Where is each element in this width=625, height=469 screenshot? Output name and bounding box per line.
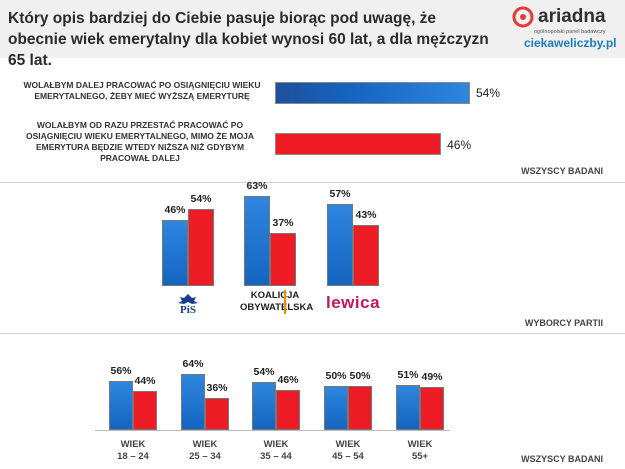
section-label-all-2: WSZYSCY BADANI (521, 454, 603, 464)
age-bar-blue (181, 373, 205, 430)
age-value-label: 44% (134, 375, 156, 388)
brand-tagline: ogólnopolski panel badawczy (534, 29, 606, 35)
age-category-label: WIEK 55+ (390, 439, 450, 463)
logo-lewica: lewica (326, 293, 390, 317)
age-value-label: 49% (421, 370, 443, 383)
age-bar-blue (324, 386, 348, 430)
age-category-label: WIEK 25 – 34 (175, 439, 235, 463)
lewica-text: lewica (326, 293, 381, 312)
age-value-label: 56% (110, 364, 132, 377)
party-value-label: 46% (164, 204, 186, 217)
hbar-label-2: 46% (447, 138, 472, 152)
party-bar-blue (327, 204, 353, 286)
hbar-label-1: 54% (476, 86, 501, 100)
ko-line1: KOALICJA (250, 290, 300, 301)
party-bar-red (353, 224, 379, 286)
header-band: Który opis bardziej do Ciebie pasuje bio… (0, 0, 625, 69)
age-range: 55+ (411, 451, 429, 462)
age-value-label: 54% (253, 366, 275, 379)
party-value-label: 54% (190, 192, 212, 205)
party-value-label: 43% (355, 208, 377, 221)
separator-2 (0, 333, 625, 334)
pis-text: PiS (180, 304, 196, 316)
age-range: 45 – 54 (332, 451, 364, 462)
party-bar-blue (244, 195, 270, 286)
logo-pis: PiS (172, 292, 204, 320)
ko-line2: OBYWATELSKA (240, 302, 314, 313)
age-category-label: WIEK 18 – 24 (103, 439, 163, 463)
separator-1 (0, 182, 625, 183)
age-value-label: 51% (397, 369, 419, 382)
brand-name: ariadna (538, 6, 606, 27)
ariadna-mark-icon (512, 6, 534, 28)
hbar-red (275, 133, 442, 155)
chart-title: Który opis bardziej do Ciebie pasuje bio… (8, 10, 489, 69)
age-bar-blue (396, 385, 420, 430)
brand-logo: ariadna ogólnopolski panel badawczy ciek… (512, 4, 622, 54)
age-value-label: 46% (277, 373, 299, 386)
age-range: 35 – 44 (260, 451, 292, 462)
age-prefix: WIEK (120, 439, 146, 450)
age-range: 18 – 24 (117, 451, 149, 462)
age-value-label: 36% (206, 382, 228, 395)
hbar-category-1: WOLAŁBYM DALEJ PRACOWAĆ PO OSIĄGNIĘCIU W… (23, 80, 261, 101)
party-bar-blue (162, 220, 188, 286)
logo-ko: KOALICJA OBYWATELSKA (240, 290, 314, 320)
age-prefix: WIEK (407, 439, 433, 450)
hbar-category-2: WOLAŁBYM OD RAZU PRZESTAĆ PRACOWAĆ PO OS… (25, 120, 255, 163)
age-bar-red (276, 389, 300, 430)
pis-eagle-icon (178, 294, 198, 304)
age-bar-red (205, 398, 229, 430)
party-value-label: 57% (329, 188, 351, 201)
brand-url: ciekaweliczby.pl (524, 36, 617, 50)
age-category-label: WIEK 45 – 54 (318, 439, 378, 463)
age-prefix: WIEK (335, 439, 361, 450)
age-bar-blue (252, 382, 276, 430)
section-label-parties: WYBORCY PARTII (524, 318, 603, 328)
party-bar-red (270, 233, 296, 286)
age-value-label: 50% (325, 370, 347, 382)
age-bar-red (420, 386, 444, 430)
party-value-label: 63% (246, 179, 268, 192)
age-category-label: WIEK 35 – 44 (246, 439, 306, 463)
age-prefix: WIEK (192, 439, 218, 450)
age-bar-red (133, 391, 157, 430)
age-range: 25 – 34 (189, 451, 221, 462)
age-axis (95, 430, 450, 431)
age-value-label: 50% (349, 370, 371, 382)
age-bar-blue (109, 380, 133, 430)
section-label-all-1: WSZYSCY BADANI (521, 166, 603, 176)
age-value-label: 64% (182, 357, 204, 370)
party-bar-red (188, 208, 214, 286)
ko-accent-bar (284, 290, 286, 314)
age-bar-red (348, 386, 372, 430)
party-value-label: 37% (272, 217, 294, 230)
age-prefix: WIEK (263, 439, 289, 450)
hbar-blue (275, 82, 470, 104)
